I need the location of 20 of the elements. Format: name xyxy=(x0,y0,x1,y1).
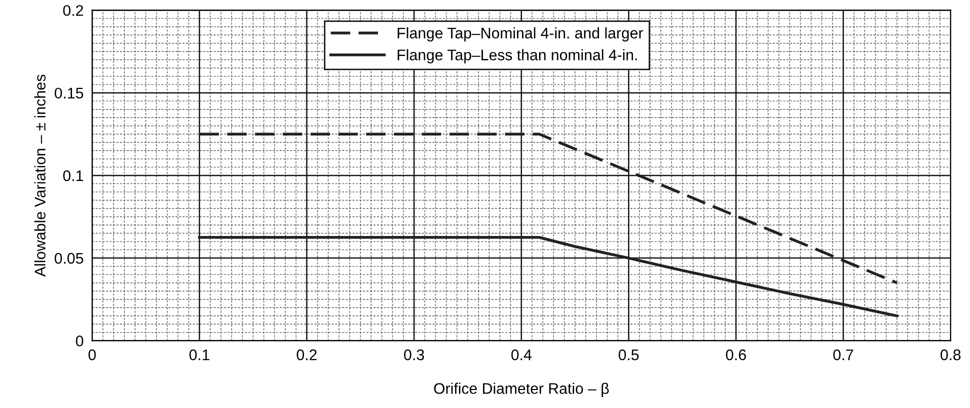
y-tick-label: 0 xyxy=(76,336,84,346)
y-axis-title: Allowable Variation – ± inches xyxy=(34,74,46,277)
x-tick-label: 0.7 xyxy=(833,349,854,360)
x-tick-label: 0.6 xyxy=(726,349,746,360)
legend-label: Flange Tap–Less than nominal 4-in. xyxy=(398,49,637,64)
legend-label: Flange Tap–Nominal 4-in. and larger xyxy=(398,27,644,42)
x-tick-label: 0.4 xyxy=(511,349,532,360)
x-tick-label: 0.2 xyxy=(296,349,317,360)
y-tick-label: 0.05 xyxy=(54,252,84,264)
y-tick-label: 0.15 xyxy=(54,88,84,99)
line-series xyxy=(198,132,898,284)
x-tick-label: 0.3 xyxy=(404,349,424,360)
x-axis-title: Orifice Diameter Ratio – β xyxy=(434,382,609,397)
x-tick-label: 0.8 xyxy=(940,349,961,360)
x-tick-label: 0.1 xyxy=(189,349,210,360)
x-tick-label: 0.5 xyxy=(618,349,639,360)
x-tick-label: 0 xyxy=(88,349,96,360)
y-tick-label: 0.2 xyxy=(63,5,84,16)
line-series xyxy=(198,236,898,318)
y-tick-label: 0.1 xyxy=(63,170,84,182)
